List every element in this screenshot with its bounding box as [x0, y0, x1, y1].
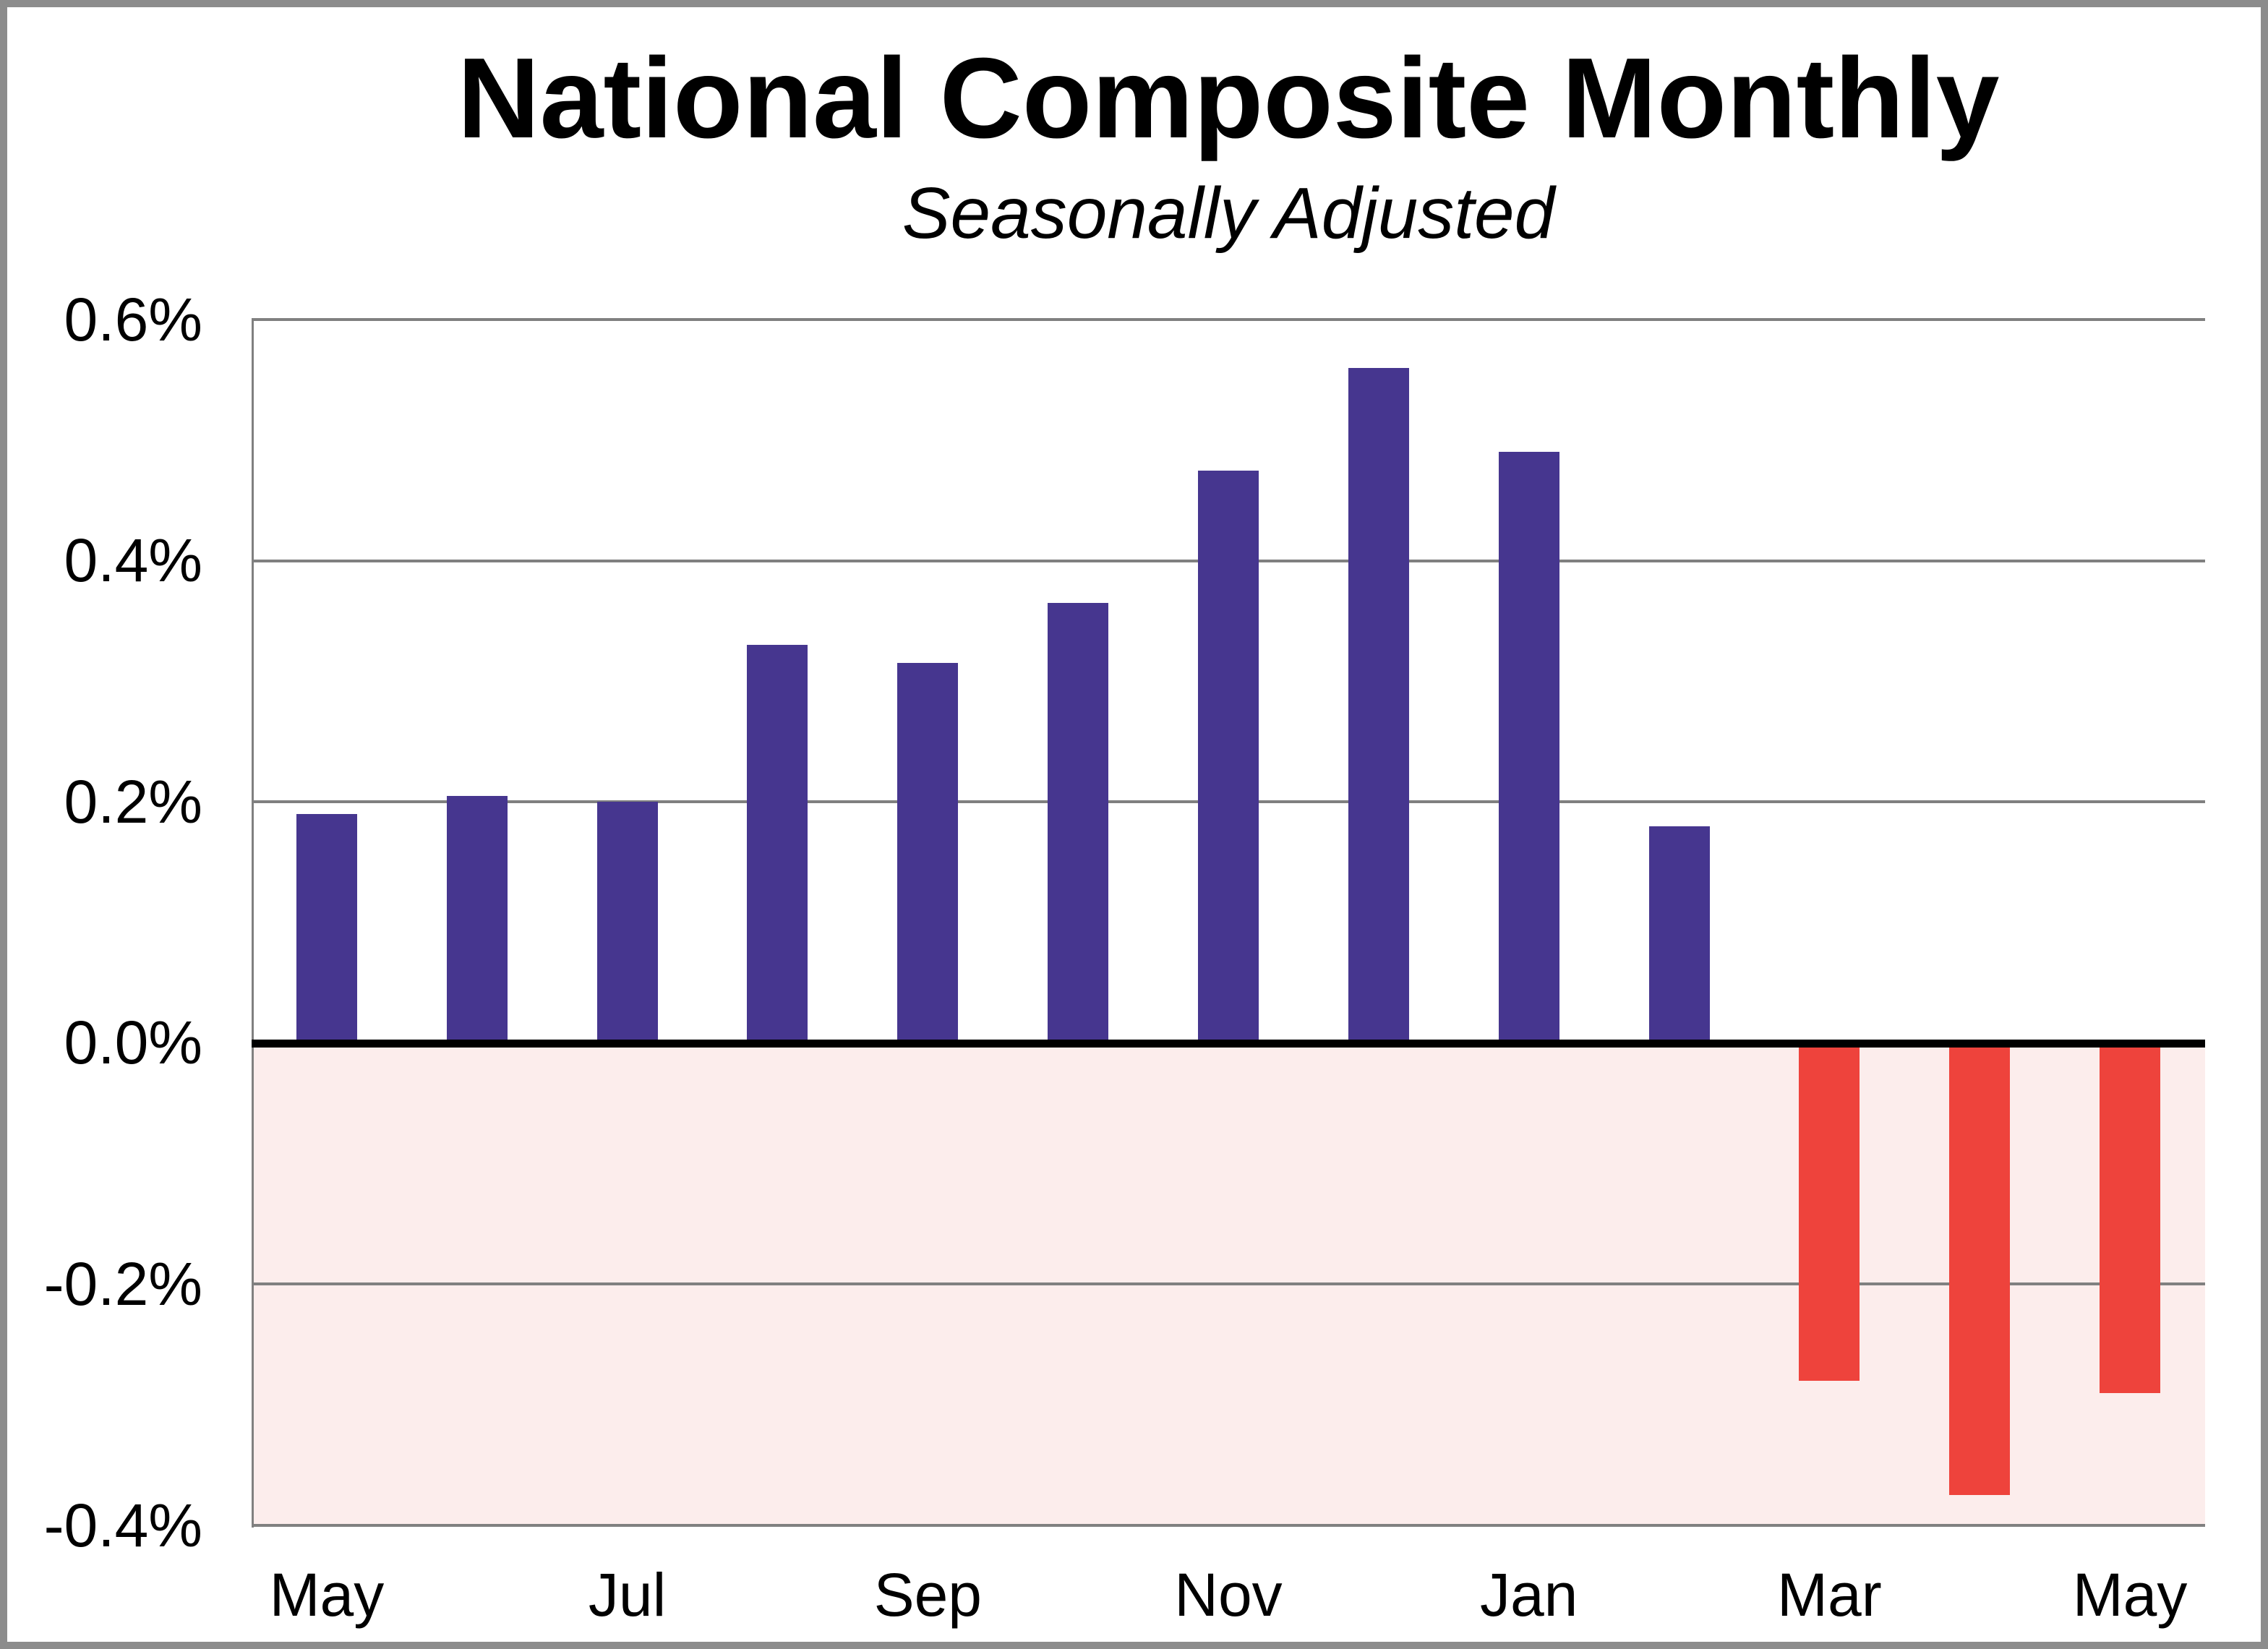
y-axis-tick-label: -0.4%: [43, 1491, 202, 1559]
bar-mar-10: [1799, 1042, 1860, 1381]
bar-may-0: [296, 813, 357, 1043]
chart-subtitle: Seasonally Adjusted: [902, 173, 1555, 254]
x-axis-label-jul: Jul: [588, 1561, 667, 1629]
y-axis-line: [252, 320, 254, 1528]
y-axis-tick-label: 0.4%: [64, 526, 202, 595]
x-axis-label-may: May: [2072, 1561, 2188, 1629]
y-axis-tick-label: -0.2%: [43, 1249, 202, 1318]
bar-feb-9: [1648, 826, 1710, 1043]
bar-jun-1: [446, 795, 508, 1043]
gridline--0.2%: [252, 1282, 2205, 1286]
gridline--0.4%: [252, 1524, 2205, 1527]
x-axis-label-nov: Nov: [1174, 1561, 1283, 1629]
zero-axis-line: [252, 1039, 2205, 1048]
bar-aug-3: [747, 645, 808, 1043]
x-axis-label-sep: Sep: [873, 1561, 983, 1629]
x-axis-label-jan: Jan: [1479, 1561, 1578, 1629]
x-axis-label-may: May: [269, 1561, 385, 1629]
bar-oct-5: [1048, 602, 1109, 1043]
chart-title: National Composite Monthly: [457, 35, 2000, 162]
bar-jul-2: [596, 802, 658, 1043]
bar-jan-8: [1498, 452, 1559, 1043]
bar-sep-4: [897, 663, 959, 1043]
y-axis-tick-label: 0.0%: [64, 1008, 202, 1077]
bar-apr-11: [1949, 1042, 2011, 1496]
bar-may-12: [2100, 1042, 2161, 1393]
bar-dec-7: [1348, 367, 1409, 1043]
gridline-0.6%: [252, 318, 2205, 321]
x-axis-label-mar: Mar: [1777, 1561, 1882, 1629]
bar-nov-6: [1198, 470, 1259, 1043]
y-axis-tick-label: 0.2%: [64, 767, 202, 836]
y-axis-tick-label: 0.6%: [64, 285, 202, 354]
